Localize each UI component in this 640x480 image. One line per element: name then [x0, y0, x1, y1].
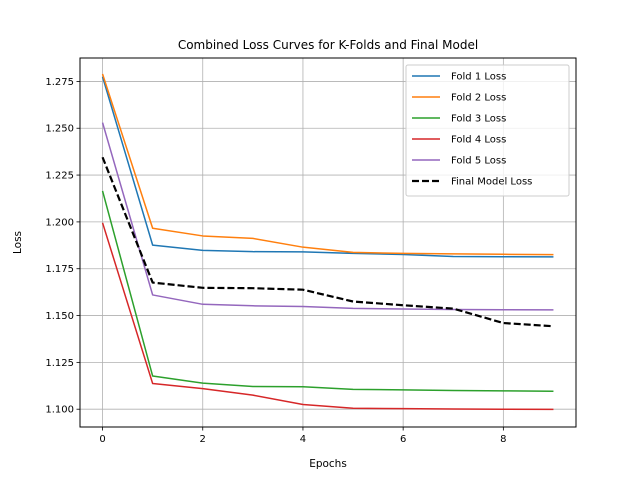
x-tick-label: 0	[99, 434, 105, 445]
legend-label-5: Fold 5 Loss	[451, 156, 506, 167]
y-tick-label: 1.200	[45, 217, 74, 228]
legend-label-4: Fold 4 Loss	[451, 135, 506, 146]
legend-label-2: Fold 2 Loss	[451, 93, 506, 104]
series-line-6	[101, 156, 554, 328]
legend-label-3: Fold 3 Loss	[451, 114, 506, 125]
axis-ticks: 0 2 4 6 8 1.100 1.125 1.150 1.175 1.200 1.225 1.250…	[45, 77, 506, 445]
series-lines	[101, 73, 554, 411]
y-tick-label: 1.275	[45, 77, 74, 88]
legend: Fold 1 Loss Fold 2 Loss Fold 3 Loss Fold 4 …	[405, 64, 570, 197]
legend-label-1: Fold 1 Loss	[451, 72, 506, 83]
series-line-1	[101, 76, 554, 258]
x-tick-label: 2	[200, 434, 206, 445]
y-tick-label: 1.100	[45, 405, 74, 416]
y-tick-label: 1.150	[45, 311, 74, 322]
chart-title: Combined Loss Curves for K-Folds and Fin…	[178, 38, 478, 52]
legend-box	[405, 64, 570, 197]
series-line-5	[101, 122, 554, 311]
series-line-3	[101, 190, 554, 392]
y-tick-label: 1.225	[45, 171, 74, 182]
y-tick-label: 1.125	[45, 358, 74, 369]
series-line-4	[101, 222, 554, 411]
y-tick-label: 1.250	[45, 124, 74, 135]
series-line-2	[101, 73, 554, 256]
y-axis-label: Loss	[12, 231, 24, 254]
x-tick-label: 4	[300, 434, 306, 445]
x-tick-label: 6	[400, 434, 406, 445]
legend-label-6: Final Model Loss	[451, 177, 532, 188]
plot-frame	[79, 57, 577, 428]
y-tick-label: 1.175	[45, 264, 74, 275]
x-tick-label: 8	[500, 434, 506, 445]
x-axis-label: Epochs	[309, 458, 347, 470]
